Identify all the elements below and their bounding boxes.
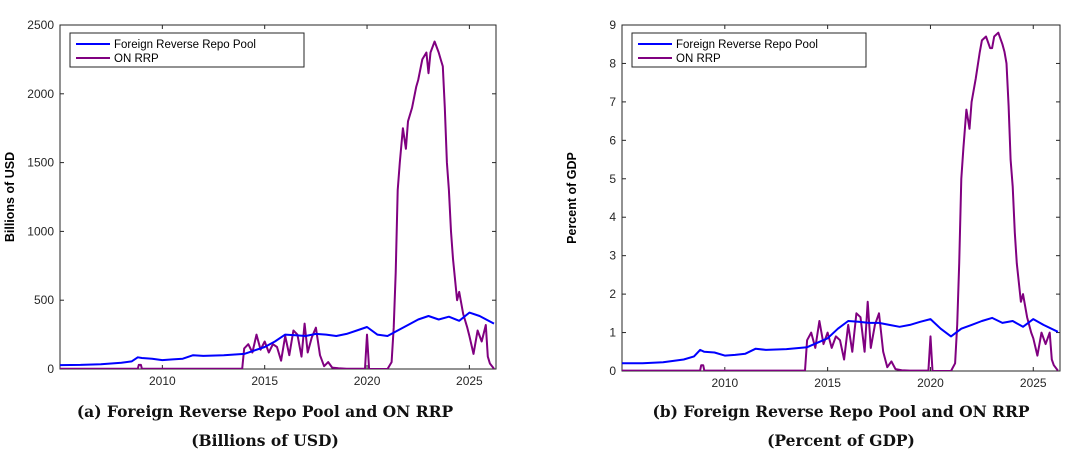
x-tick-label: 2015 [814, 376, 841, 390]
y-tick-label: 1000 [27, 224, 54, 238]
legend-label: Foreign Reverse Repo Pool [676, 39, 818, 51]
x-tick-label: 2010 [711, 376, 738, 390]
y-tick-label: 8 [609, 56, 616, 70]
x-tick-label: 2020 [354, 374, 381, 388]
y-tick-label: 0 [47, 362, 54, 376]
chart-1: 0 1 2 3 4 5 6 7 8 9 2010 2015 2020 2025 Percent of GDP… [565, 18, 1061, 390]
series-line-foreign-reverse-repo-pool [60, 311, 495, 367]
legend-label: ON RRP [114, 53, 159, 65]
x-tick-label: 2010 [149, 374, 176, 388]
caption-b-line2: (Percent of GDP) [767, 431, 915, 450]
y-tick-label: 1500 [27, 156, 54, 170]
y-axis-label: Percent of GDP [565, 152, 579, 244]
series-line-on-rrp [60, 40, 495, 369]
chart-0: 0 500 1000 1500 2000 2500 2010 2015 2020 2025 Bill… [3, 18, 497, 388]
y-tick-label: 2 [609, 287, 616, 301]
caption-a-line2: (Billions of USD) [191, 431, 339, 450]
y-tick-label: 4 [609, 210, 616, 224]
y-tick-label: 1 [609, 326, 616, 340]
x-tick-label: 2025 [456, 374, 483, 388]
legend-label: Foreign Reverse Repo Pool [114, 39, 256, 51]
x-tick-label: 2015 [251, 374, 278, 388]
y-tick-label: 3 [609, 249, 616, 263]
caption-a-line1: (a) Foreign Reverse Repo Pool and ON RRP [76, 402, 454, 421]
y-tick-label: 500 [34, 293, 54, 307]
caption-b-line1: (b) Foreign Reverse Repo Pool and ON RRP [652, 402, 1030, 421]
y-tick-label: 5 [609, 172, 616, 186]
y-tick-label: 2500 [27, 18, 54, 32]
legend-box [631, 32, 867, 68]
y-tick-label: 9 [609, 18, 616, 32]
y-tick-label: 7 [609, 95, 616, 109]
plot-frame [59, 24, 497, 370]
series-line-foreign-reverse-repo-pool [622, 316, 1059, 365]
y-axis-label: Billions of USD [3, 152, 17, 242]
y-tick-label: 0 [609, 364, 616, 378]
x-tick-label: 2020 [917, 376, 944, 390]
legend-box [69, 32, 305, 68]
series-line-on-rrp [622, 31, 1059, 371]
plot-frame [621, 24, 1061, 372]
y-tick-label: 2000 [27, 87, 54, 101]
legend-label: ON RRP [676, 53, 721, 65]
x-tick-label: 2025 [1020, 376, 1047, 390]
y-tick-label: 6 [609, 133, 616, 147]
